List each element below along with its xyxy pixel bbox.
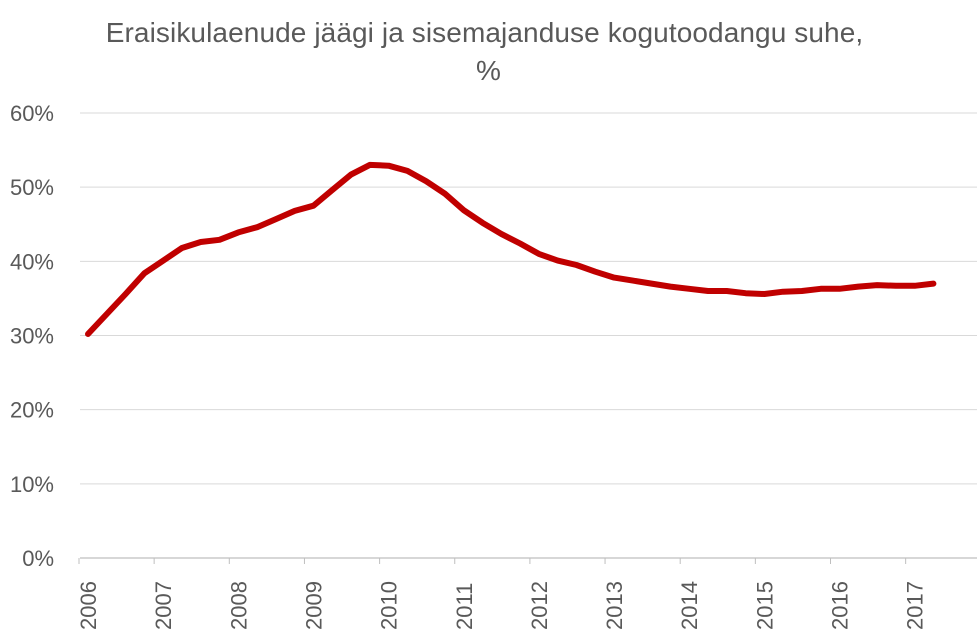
x-tick-label: 2016 — [828, 581, 853, 630]
y-axis-labels: 0% 10% 20% 30% 40% 50% 60% — [10, 101, 54, 571]
y-tick-label: 20% — [10, 398, 54, 423]
x-axis — [78, 557, 977, 564]
x-tick-label: 2015 — [752, 581, 777, 630]
y-tick-label: 30% — [10, 324, 54, 349]
x-tick-label: 2009 — [301, 581, 326, 630]
x-tick-label: 2006 — [76, 581, 101, 630]
x-tick-label: 2011 — [452, 583, 477, 630]
y-tick-label: 60% — [10, 101, 54, 126]
x-tick-label: 2008 — [226, 581, 251, 630]
x-axis-labels: 2006 2007 2008 2009 2010 2011 2012 2013 2014 2015… — [76, 581, 928, 630]
series-line — [85, 161, 937, 337]
x-tick-label: 2007 — [151, 581, 176, 630]
gridlines — [80, 112, 977, 485]
x-tick-label: 2013 — [602, 581, 627, 630]
y-tick-label: 0% — [22, 546, 54, 571]
x-tick-label: 2014 — [677, 581, 702, 630]
y-tick-label: 50% — [10, 175, 54, 200]
series-layer — [85, 161, 937, 337]
x-tick-label: 2017 — [903, 581, 928, 630]
x-tick-label: 2010 — [377, 581, 402, 630]
y-tick-label: 10% — [10, 472, 54, 497]
y-tick-label: 40% — [10, 249, 54, 274]
x-tick-label: 2012 — [527, 581, 552, 630]
